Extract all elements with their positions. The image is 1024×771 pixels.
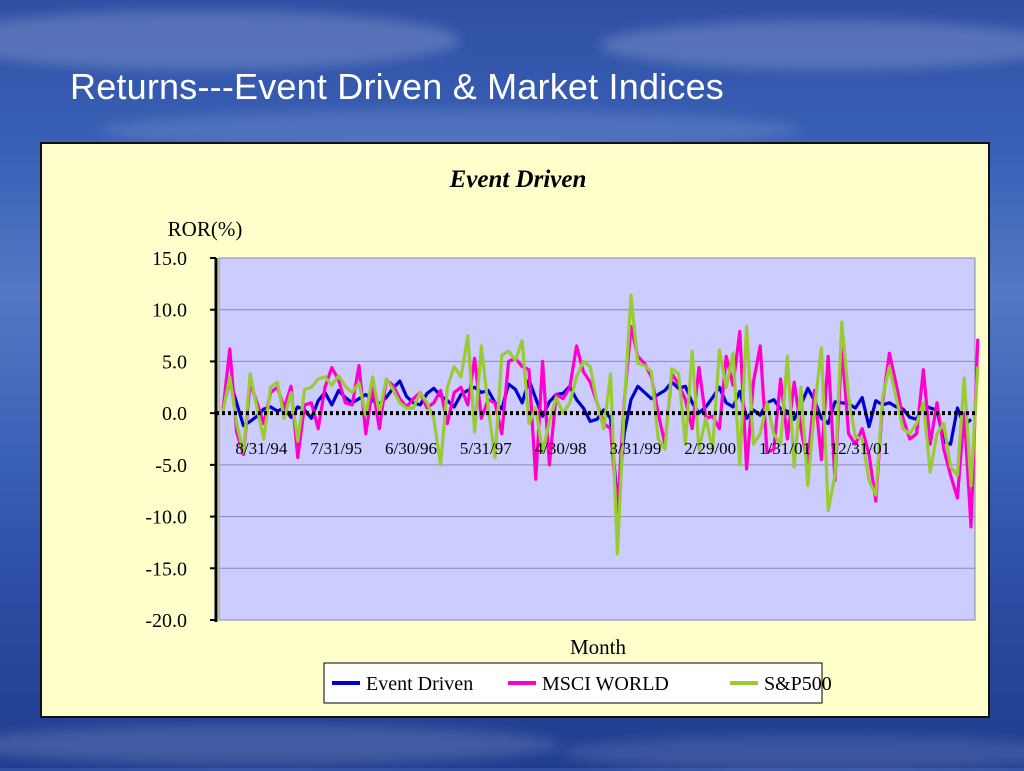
y-tick-label: 10.0 xyxy=(152,300,187,322)
slide-title: Returns---Event Driven & Market Indices xyxy=(70,66,725,107)
y-axis-title: ROR(%) xyxy=(168,217,243,241)
chart-title: Event Driven xyxy=(449,166,587,193)
x-tick-label: 12/31/01 xyxy=(830,439,890,458)
y-tick-label: 5.0 xyxy=(162,351,187,373)
x-tick-label: 4/30/98 xyxy=(535,439,587,458)
series-line-s-p500 xyxy=(221,293,980,556)
x-tick-label: 5/31/97 xyxy=(460,439,512,458)
y-tick-label: 15.0 xyxy=(152,248,187,270)
chart: 15.0 10.0 5.0 0.0 -5.0 -10.0 -15.0 -20.0 8/31/94… xyxy=(145,166,980,704)
x-tick-label: 3/31/99 xyxy=(609,439,661,458)
legend-label: S&P500 xyxy=(764,673,832,695)
x-axis-title: Month xyxy=(570,635,627,659)
x-tick-label: 8/31/94 xyxy=(235,439,287,458)
legend: Event Driven MSCI WORLD S&P500 xyxy=(323,662,832,704)
x-tick-label: 6/30/96 xyxy=(385,439,437,458)
x-tick-label: 2/29/00 xyxy=(684,439,736,458)
y-tick-label: -5.0 xyxy=(155,455,187,477)
x-tick-label: 1/31/01 xyxy=(759,439,811,458)
plot-area xyxy=(218,257,976,621)
chart-panel: 15.0 10.0 5.0 0.0 -5.0 -10.0 -15.0 -20.0 8/31/94… xyxy=(40,142,990,718)
y-tick-label: -20.0 xyxy=(145,610,187,632)
legend-label: MSCI WORLD xyxy=(542,673,669,695)
y-tick-label: -10.0 xyxy=(145,507,187,529)
y-tick-label: -15.0 xyxy=(145,558,187,580)
legend-label: Event Driven xyxy=(366,673,473,695)
x-tick-label: 7/31/95 xyxy=(310,439,362,458)
y-tick-label: 0.0 xyxy=(162,403,187,425)
